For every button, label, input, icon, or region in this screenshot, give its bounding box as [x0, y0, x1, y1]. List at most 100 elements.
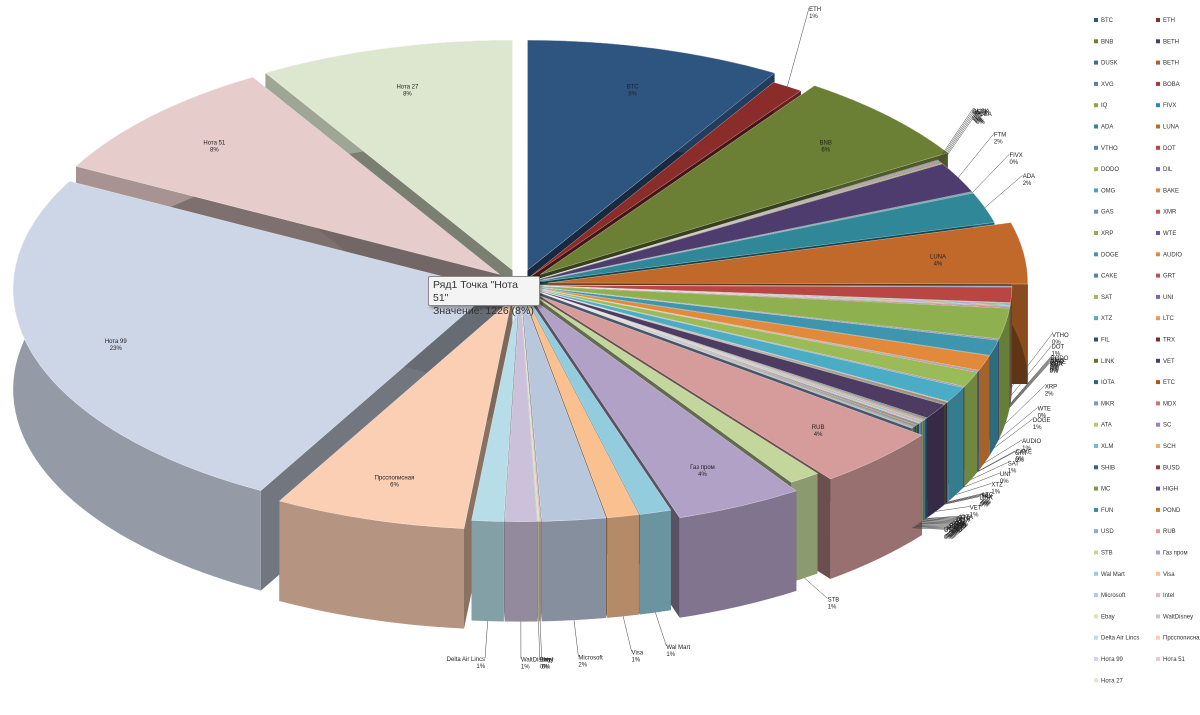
slice-label-pct-29: 0% [982, 500, 991, 506]
legend-item-46: FUN [1094, 507, 1113, 514]
legend-item-37: MDX [1156, 401, 1176, 407]
legend-label-39: SC [1163, 423, 1172, 429]
legend-label-48: USD [1101, 529, 1114, 535]
slice-label-pct-2: 6% [821, 147, 830, 153]
legend-item-11: LUNA [1156, 124, 1179, 131]
legend-swatch-3 [1156, 39, 1160, 44]
label-leader-50 [804, 577, 828, 599]
legend-swatch-18 [1094, 209, 1098, 214]
slice-label-name-17: BAKE [1050, 360, 1066, 366]
slice-label-pct-42: 0% [951, 530, 960, 536]
slice-label-name-26: SAT [1008, 461, 1020, 467]
slice-label-pct-34: 0% [959, 522, 968, 528]
slice-label-pct-28: 1% [991, 489, 1000, 495]
slice-label-name-4: BETH [973, 110, 989, 116]
legend-item-48: USD [1094, 529, 1114, 535]
label-leader-38 [922, 519, 956, 522]
slice-label-pct-1: 1% [809, 14, 818, 20]
label-leader-48 [912, 527, 945, 530]
legend-item-3: BETH [1156, 39, 1179, 45]
legend-swatch-57 [1156, 614, 1160, 619]
slice-label-name-56: Ebay [540, 657, 554, 663]
slice-label-pct-5: 0% [974, 118, 983, 124]
slice-label-name-48: USD [944, 528, 957, 534]
legend-item-19: XMR [1156, 209, 1177, 216]
label-leader-29 [947, 493, 983, 503]
label-leader-55 [539, 621, 542, 659]
pie-slice-59[interactable] [279, 299, 512, 629]
slice-label-pct-12: 0% [1052, 340, 1061, 346]
slice-label-pct-21: 0% [1038, 414, 1047, 420]
legend-item-4: DUSK [1094, 60, 1118, 67]
label-leader-52 [655, 612, 667, 647]
legend-label-35: ETC [1163, 380, 1176, 386]
slice-label-pct-17: 0% [1050, 367, 1059, 373]
slice-label-pct-61: 8% [210, 147, 219, 153]
legend-swatch-36 [1094, 401, 1098, 406]
slice-label-name-28: XTZ [991, 482, 1003, 488]
slice-label-pct-20: 2% [1045, 391, 1054, 397]
legend-item-38: ATA [1094, 422, 1112, 429]
legend-item-12: VTHO [1094, 145, 1118, 152]
slice-label-pct-36: 0% [957, 524, 966, 530]
slice-label-name-29: LTC [982, 493, 994, 499]
label-leader-13 [1011, 345, 1052, 396]
legend-item-60: Нота 99 [1094, 657, 1124, 663]
slice-label-pct-22: 1% [1033, 425, 1042, 431]
slice-label-pct-35: 0% [958, 523, 967, 529]
legend-label-28: XTZ [1101, 316, 1113, 322]
slice-label-pct-24: 0% [1016, 457, 1025, 463]
legend-item-25: GRT [1156, 273, 1176, 280]
slice-label-name-43: BUSD [950, 524, 967, 530]
pie-slice-57[interactable] [504, 291, 538, 622]
legend-item-31: TRX [1156, 337, 1175, 344]
legend-swatch-30 [1094, 337, 1098, 342]
legend-swatch-46 [1094, 507, 1098, 512]
legend-item-58: Delta Air Lincs [1094, 635, 1139, 642]
slice-label-name-14: DODO [1050, 356, 1068, 362]
legend-swatch-13 [1156, 145, 1160, 150]
slice-label-pct-50: 1% [828, 604, 837, 610]
label-leader-31 [945, 495, 981, 504]
legend-item-29: LTC [1156, 316, 1175, 322]
legend-item-41: SCH [1156, 444, 1176, 450]
legend-item-14: DODO [1094, 167, 1119, 173]
slice-label-pct-14: 0% [1050, 363, 1059, 369]
legend-swatch-10 [1094, 124, 1098, 129]
slice-label-pct-16: 0% [1050, 366, 1059, 372]
slice-label-pct-26: 1% [1008, 468, 1017, 474]
legend-item-22: DOGE [1094, 252, 1119, 258]
slice-label-name-50: STB [828, 597, 840, 603]
legend-label-34: IOTA [1101, 380, 1115, 386]
slice-label-pct-44: 0% [949, 532, 958, 538]
legend-item-40: XLM [1094, 444, 1113, 450]
label-leader-15 [1010, 358, 1051, 405]
slice-label-pct-3: 0% [972, 116, 981, 122]
label-leader-28 [955, 483, 992, 495]
legend-item-16: OMG [1094, 188, 1116, 194]
legend-swatch-50 [1094, 550, 1098, 555]
legend-label-8: IQ [1101, 103, 1108, 109]
slice-label-pct-37: 0% [956, 525, 965, 531]
legend-swatch-9 [1156, 103, 1160, 108]
legend-item-47: POND [1156, 507, 1181, 514]
label-leader-12 [1011, 333, 1053, 387]
label-leader-53 [622, 616, 632, 652]
label-leader-33 [935, 506, 970, 512]
legend-swatch-54 [1094, 593, 1098, 598]
legend-item-51: Газ пром [1156, 550, 1188, 557]
legend-item-18: GAS [1094, 209, 1114, 216]
legend-swatch-16 [1094, 188, 1098, 193]
slice-label-name-18: GAS [1050, 361, 1063, 367]
legend-swatch-59 [1156, 635, 1160, 640]
label-leader-27 [963, 472, 1000, 488]
legend-swatch-41 [1156, 444, 1160, 448]
slice-label-pct-56: 0% [540, 664, 549, 670]
legend-item-20: XRP [1094, 231, 1113, 237]
slice-label-pct-47: 0% [945, 534, 954, 540]
legend-item-6: XVG [1094, 81, 1114, 88]
legend-swatch-27 [1156, 294, 1160, 299]
legend-label-33: VET [1163, 359, 1175, 365]
slice-label-name-54: Microsoft [578, 656, 603, 662]
legend-item-8: IQ [1094, 103, 1108, 109]
